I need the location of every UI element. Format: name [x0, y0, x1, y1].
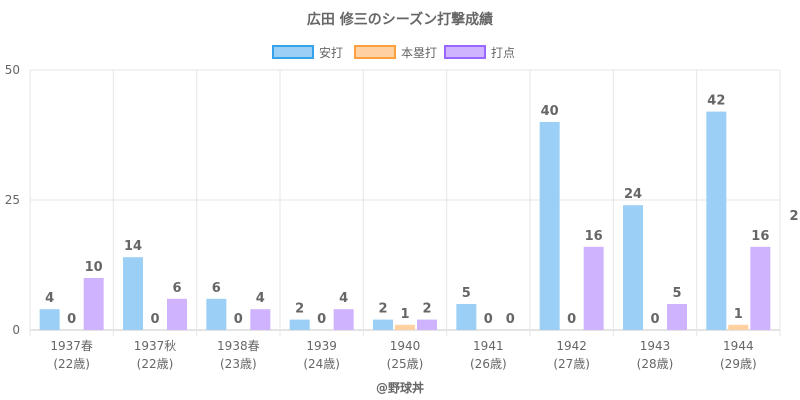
bar[interactable] — [706, 111, 727, 330]
bar[interactable] — [289, 319, 310, 330]
chart-title: 広田 修三のシーズン打撃成績 — [307, 11, 493, 28]
legend-label[interactable]: 打点 — [491, 46, 515, 60]
bar-value-label: 2 — [422, 302, 431, 317]
x-tick-label: (24歳) — [303, 357, 340, 371]
bar-value-label: 2 — [378, 302, 387, 317]
y-tick-label: 0 — [12, 323, 20, 337]
bar[interactable] — [750, 246, 771, 330]
bar[interactable] — [728, 324, 749, 330]
bar-value-label: 1 — [400, 307, 409, 322]
bar-value-label: 0 — [317, 312, 326, 327]
x-tick-label: 1944 — [723, 339, 754, 353]
y-tick-label: 50 — [5, 63, 20, 77]
bar-value-label: 42 — [707, 94, 725, 109]
legend-label[interactable]: 安打 — [319, 45, 343, 60]
y-tick-label: 25 — [5, 193, 20, 207]
x-tick-label: 1942 — [556, 339, 587, 353]
bars — [39, 111, 771, 330]
bar[interactable] — [373, 319, 393, 330]
x-tick-label: 1939 — [306, 339, 337, 353]
bar-value-label: 2 — [295, 302, 304, 317]
x-tick-label: (29歳) — [720, 357, 757, 371]
bar-value-label: 1 — [734, 307, 743, 322]
bar-value-label: 0 — [67, 312, 76, 327]
x-tick-label: (27歳) — [553, 357, 590, 371]
bar[interactable] — [395, 324, 415, 330]
x-tick-label: 1941 — [473, 339, 504, 353]
bar-value-label: 16 — [585, 229, 603, 244]
bar-value-label: 5 — [672, 286, 681, 301]
bar-value-label: 6 — [212, 281, 221, 296]
bar-value-label: 0 — [484, 312, 493, 327]
bar-value-label: 4 — [256, 291, 265, 306]
x-tick-label: 1940 — [390, 339, 421, 353]
bar[interactable] — [417, 319, 437, 330]
bar[interactable] — [539, 122, 560, 330]
bar-value-label: 0 — [650, 312, 659, 327]
x-tick-label: 1937春 — [50, 339, 93, 353]
bar-value-label: 16 — [751, 229, 769, 244]
bar-value-label: 4 — [45, 291, 54, 306]
right-edge-label: 2 — [789, 209, 798, 224]
grid — [29, 69, 781, 336]
bar-value-label: 0 — [150, 312, 159, 327]
x-axis: 1937春 (22歳) 1937秋 (22歳) 1938春 (23歳) 1939 (24歳) 1… — [50, 339, 756, 371]
legend-swatch[interactable] — [444, 45, 486, 59]
x-tick-label: (28歳) — [637, 357, 674, 371]
x-tick-label: (26歳) — [470, 357, 507, 371]
legend-swatch[interactable] — [354, 45, 396, 59]
bar[interactable] — [39, 309, 60, 330]
bar-value-label: 0 — [506, 312, 515, 327]
bar-value-label: 14 — [124, 239, 142, 254]
bar-value-label: 6 — [172, 281, 181, 296]
bar[interactable] — [83, 278, 104, 330]
bar[interactable] — [667, 304, 687, 330]
bar-value-label: 5 — [462, 286, 471, 301]
bar[interactable] — [456, 304, 477, 330]
x-tick-label: (23歳) — [220, 357, 257, 371]
bar[interactable] — [333, 309, 354, 330]
credit-text: @野球丼 — [376, 380, 424, 395]
y-axis: 0 25 50 — [5, 63, 20, 337]
x-tick-label: (22歳) — [137, 357, 174, 371]
bar-value-label: 40 — [541, 104, 559, 119]
bar[interactable] — [250, 309, 271, 330]
bar-value-label: 0 — [234, 312, 243, 327]
legend-label[interactable]: 本塁打 — [401, 46, 437, 60]
bar-value-label: 24 — [624, 187, 642, 202]
bar[interactable] — [623, 205, 643, 330]
bar-value-label: 4 — [339, 291, 348, 306]
legend: 安打 本塁打 打点 — [272, 45, 515, 60]
x-tick-label: 1943 — [640, 339, 671, 353]
x-tick-label: 1937秋 — [134, 339, 177, 353]
bar-value-label: 10 — [85, 260, 103, 275]
x-tick-label: (25歳) — [387, 357, 424, 371]
bar[interactable] — [167, 298, 187, 330]
legend-swatch[interactable] — [272, 45, 314, 59]
x-tick-label: 1938春 — [217, 339, 260, 353]
bar[interactable] — [206, 298, 227, 330]
bar[interactable] — [583, 246, 604, 330]
x-tick-label: (22歳) — [53, 357, 90, 371]
bar[interactable] — [123, 257, 143, 330]
bar-value-label: 0 — [567, 312, 576, 327]
